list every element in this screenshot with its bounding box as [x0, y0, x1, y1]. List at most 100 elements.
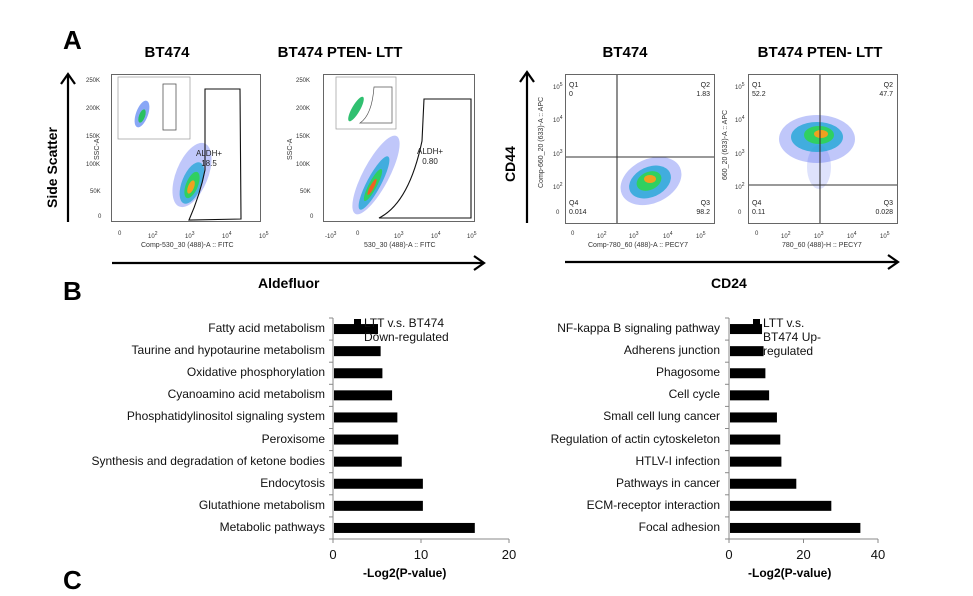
inset-gate	[358, 86, 393, 124]
quadrant-q1: Q1 52.2	[752, 82, 766, 98]
x-tick: 104	[847, 231, 857, 240]
x-tick-label: 0	[329, 547, 337, 562]
bar	[730, 412, 777, 423]
aldefluor-arrowhead	[473, 255, 486, 271]
y-tick: 200K	[296, 106, 311, 112]
bar	[334, 346, 381, 357]
bar	[334, 390, 393, 401]
y-tick: 200K	[86, 106, 101, 112]
category-label: NF-kappa B signaling pathway	[557, 321, 720, 336]
facs-plot-cd44-cd24-ltt: Q1 52.2 Q2 47.7 Q4 0.11 Q3 0.028	[748, 74, 898, 224]
facs-plot-cd44-cd24-bt474: Q1 0 Q2 1.83 Q4 0.014 Q3 98.2	[565, 74, 715, 224]
y-tick: 103	[735, 149, 745, 158]
category-label: Glutathione metabolism	[198, 497, 325, 512]
category-label: HTLV-I infection	[635, 453, 720, 468]
x-axis-label: -Log2(P-value)	[363, 566, 447, 580]
legend-text: LTT v.s. BT474	[354, 316, 449, 330]
bar	[334, 522, 475, 533]
bar	[334, 412, 398, 423]
bar	[730, 500, 832, 511]
quadrant-q4: Q4 0.014	[569, 200, 587, 216]
y-tick: 0	[98, 214, 102, 220]
inset-gate	[162, 83, 177, 131]
x-tick: 105	[696, 231, 706, 240]
bar	[334, 500, 423, 511]
category-label: Metabolic pathways	[219, 519, 325, 534]
facs-density-scatter	[335, 76, 472, 219]
x-tick-label: 40	[870, 547, 886, 562]
x-tick: 105	[259, 231, 269, 240]
cd24-arrowhead	[887, 254, 900, 270]
panel-letter-b: B	[63, 276, 82, 306]
x-tick: 0	[755, 231, 759, 237]
gate-label: ALDH+ 0.80	[417, 147, 444, 166]
category-label: Phosphatidylinositol signaling system	[126, 409, 325, 424]
facs-plot-aldefluor-bt474: ALDH+ 18.5	[111, 74, 261, 222]
bar	[730, 434, 781, 445]
facs-plot-title: BT474 PTEN- LTT	[757, 44, 883, 61]
cd44-axis-label: CD44	[502, 146, 518, 182]
y-tick: 150K	[86, 134, 101, 140]
x-tick: 0	[118, 231, 122, 237]
side-scatter-axis-label: Side Scatter	[44, 127, 60, 208]
x-tick: 102	[781, 231, 791, 240]
bar	[730, 478, 797, 489]
x-tick: 0	[571, 231, 575, 237]
cd24-axis-label: CD24	[711, 275, 747, 291]
bar	[334, 434, 399, 445]
x-tick-label: 0	[725, 547, 733, 562]
y-tick: 102	[735, 182, 745, 191]
category-label: Fatty acid metabolism	[208, 321, 325, 336]
y-tick: 150K	[296, 134, 311, 140]
bar	[334, 478, 423, 489]
x-tick: 103	[629, 231, 639, 240]
bar	[730, 456, 782, 467]
facs-y-axis-label: SSC-A	[94, 138, 101, 160]
side-scatter-arrowhead	[60, 72, 76, 85]
facs-y-axis-label: Comp-660_20 (633)-A :: APC	[538, 96, 545, 188]
bar	[730, 368, 766, 379]
category-label: Phagosome	[655, 365, 720, 380]
x-tick: 102	[597, 231, 607, 240]
aldefluor-axis-label: Aldefluor	[258, 275, 320, 291]
facs-x-axis-label: 530_30 (488)-A :: FITC	[364, 242, 436, 249]
x-tick: 103	[394, 231, 404, 240]
facs-y-axis-label: SSC-A	[287, 138, 294, 160]
facs-x-axis-label: Comp-530_30 (488)-A :: FITC	[141, 242, 234, 249]
y-tick: 50K	[90, 189, 101, 195]
x-tick: 104	[222, 231, 232, 240]
category-label: Oxidative phosphorylation	[186, 365, 325, 380]
facs-y-axis-label: 660_20 (633)-A :: APC	[722, 109, 729, 180]
bar	[730, 390, 770, 401]
aldh-gate	[188, 88, 242, 221]
legend-text: regulated	[763, 344, 814, 358]
category-label: Synthesis and degradation of ketone bodi…	[91, 453, 325, 468]
x-tick-label: 10	[413, 547, 429, 562]
quadrant-q1: Q1 0	[569, 82, 579, 98]
facs-x-axis-label: 780_60 (488)-H :: PECY7	[782, 242, 862, 249]
bar	[334, 456, 402, 467]
y-tick: 105	[735, 82, 745, 91]
facs-plot-title: BT474	[602, 44, 648, 61]
quadrant-q2: Q2 47.7	[879, 82, 893, 98]
y-tick: 50K	[300, 189, 311, 195]
y-tick: 100K	[86, 162, 101, 168]
legend-text: Down-regulated	[364, 330, 449, 344]
cd44-arrowhead	[519, 70, 535, 83]
facs-x-axis-label: Comp-780_60 (488)-A :: PECY7	[588, 242, 688, 249]
legend: LTT v.s. BT474 Down-regulated	[354, 316, 449, 344]
quadrant-q3: Q3 98.2	[696, 200, 710, 216]
x-tick: 102	[148, 231, 158, 240]
bar	[730, 522, 861, 533]
facs-plot-aldefluor-ltt: ALDH+ 0.80	[323, 74, 475, 222]
x-tick: 104	[663, 231, 673, 240]
gate-label: ALDH+ 18.5	[196, 149, 223, 168]
y-tick: 103	[553, 149, 563, 158]
aldh-gate	[378, 98, 472, 219]
y-tick: 102	[553, 182, 563, 191]
category-label: Peroxisome	[261, 431, 325, 446]
y-tick: 0	[556, 210, 560, 216]
bar	[334, 368, 383, 379]
category-label: Regulation of actin cytoskeleton	[550, 431, 720, 446]
legend: LTT v.s. BT474 Up-regulated	[753, 316, 821, 358]
